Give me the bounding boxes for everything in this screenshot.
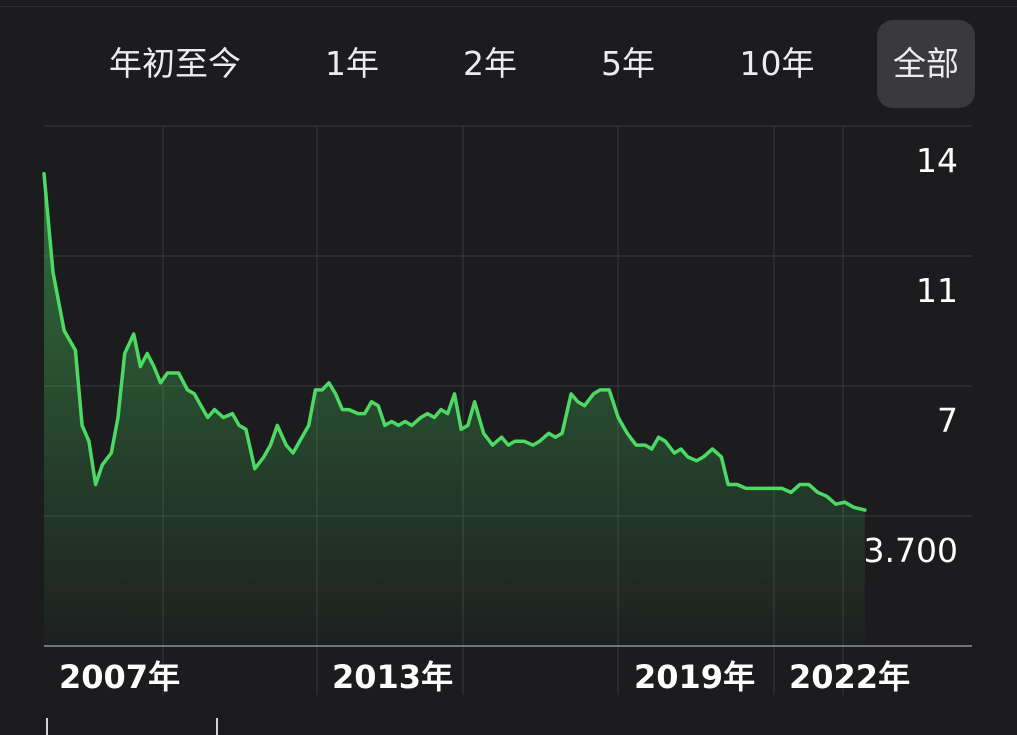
y-tick-label: 11: [916, 271, 958, 310]
y-tick-label: 3.700: [864, 531, 958, 570]
x-tick-label: 2019年: [634, 658, 755, 696]
y-tick-label: 7: [937, 401, 958, 440]
y-tick-label: 14: [916, 141, 958, 180]
tab-5y[interactable]: 5年: [601, 44, 655, 83]
x-tick-label: 2013年: [332, 658, 453, 696]
tab-all[interactable]: 全部: [877, 20, 975, 108]
tab-month[interactable]: 月: [0, 20, 34, 108]
x-tick-label: 2022年: [789, 658, 910, 696]
tab-ytd[interactable]: 年初至今: [109, 44, 241, 83]
series-line: [42, 171, 867, 512]
series-area-fill: [44, 173, 865, 646]
x-tick-label: 2007年: [59, 658, 180, 696]
time-range-selector: 月 年初至今 1年 2年 5年 10年 全部: [0, 20, 1017, 110]
tab-1y[interactable]: 1年: [325, 44, 379, 83]
top-divider: [0, 6, 1017, 7]
tab-10y[interactable]: 10年: [739, 44, 815, 83]
tab-2y[interactable]: 2年: [463, 44, 517, 83]
